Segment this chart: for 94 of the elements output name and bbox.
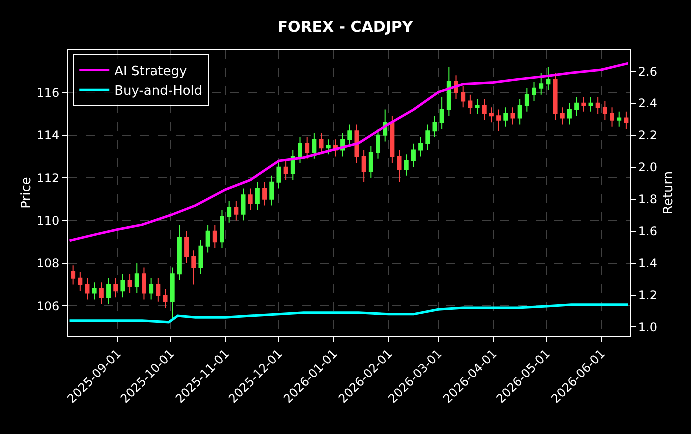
candlestick bbox=[192, 250, 196, 286]
candlestick bbox=[532, 82, 536, 102]
candlestick bbox=[390, 116, 395, 164]
candlestick bbox=[489, 107, 494, 124]
candlestick bbox=[227, 201, 232, 224]
y-tick-label: 114 bbox=[36, 128, 60, 143]
candlestick bbox=[99, 282, 104, 304]
candlestick bbox=[411, 143, 416, 168]
candlestick bbox=[312, 132, 317, 160]
candlestick bbox=[461, 86, 466, 108]
candlestick bbox=[376, 128, 380, 160]
candlestick bbox=[298, 137, 302, 164]
candlestick bbox=[270, 175, 274, 206]
y2-tick-label: 2.4 bbox=[638, 96, 658, 111]
candlestick bbox=[276, 160, 282, 190]
candlestick bbox=[468, 94, 473, 115]
y2-tick-label: 1.4 bbox=[638, 256, 658, 270]
candlestick bbox=[284, 160, 288, 181]
candlestick bbox=[220, 210, 224, 249]
candlestick bbox=[212, 224, 218, 249]
candlestick bbox=[368, 146, 374, 179]
candlestick bbox=[553, 72, 558, 121]
y2-tick-label: 2.0 bbox=[638, 160, 658, 175]
candlestick bbox=[348, 124, 352, 147]
candlestick bbox=[518, 98, 522, 126]
candlestick bbox=[163, 288, 168, 309]
candlestick bbox=[510, 107, 516, 126]
y-axis-title: Price bbox=[20, 177, 35, 209]
candlestick bbox=[624, 111, 629, 130]
candlestick bbox=[114, 278, 118, 298]
candlestick bbox=[255, 182, 260, 211]
candlestick bbox=[432, 116, 438, 138]
y-tick-label: 112 bbox=[36, 171, 60, 186]
y2-tick-label: 2.6 bbox=[638, 64, 658, 79]
line-series bbox=[68, 304, 630, 324]
candlestick bbox=[610, 107, 615, 128]
candlestick bbox=[574, 96, 580, 117]
line-series bbox=[68, 62, 630, 242]
candlestick bbox=[560, 107, 565, 126]
candlestick bbox=[546, 66, 551, 92]
candlestick bbox=[262, 182, 268, 206]
candlestick bbox=[234, 201, 239, 222]
candlestick bbox=[149, 278, 154, 300]
y-tick-label: 110 bbox=[36, 214, 60, 228]
candlestick bbox=[326, 139, 331, 156]
candlestick bbox=[241, 188, 246, 222]
candlestick bbox=[78, 271, 83, 292]
candlestick bbox=[524, 88, 530, 112]
candlestick bbox=[177, 224, 182, 282]
y2-axis-title: Return bbox=[662, 171, 676, 215]
candlestick bbox=[248, 188, 253, 211]
candlestick bbox=[128, 274, 132, 294]
y2-tick-label: 2.2 bbox=[638, 128, 658, 143]
y-tick-label: 106 bbox=[36, 299, 60, 314]
candlestick bbox=[504, 107, 508, 128]
candlestick bbox=[496, 109, 502, 132]
y2-tick-label: 1.8 bbox=[638, 192, 658, 207]
candlestick bbox=[305, 137, 310, 160]
y2-tick-label: 1.0 bbox=[638, 320, 658, 334]
candlestick bbox=[418, 137, 424, 158]
y-tick-label: 116 bbox=[36, 86, 60, 100]
candlestick bbox=[156, 278, 161, 302]
candlestick bbox=[602, 100, 608, 121]
candlestick bbox=[71, 265, 76, 286]
candlestick bbox=[440, 96, 444, 130]
legend-label: AI Strategy bbox=[114, 64, 188, 80]
y-tick-label: 108 bbox=[36, 256, 60, 271]
candlestick bbox=[354, 124, 360, 164]
candlestick bbox=[539, 72, 544, 96]
y2-tick-label: 1.6 bbox=[638, 224, 658, 239]
candlestick bbox=[596, 96, 600, 115]
candlestick bbox=[362, 150, 366, 183]
candlestick bbox=[120, 274, 126, 298]
candlestick bbox=[198, 239, 204, 275]
candlestick bbox=[134, 262, 140, 294]
candlestick bbox=[92, 282, 97, 300]
candlestick bbox=[106, 278, 112, 304]
candlestick bbox=[404, 154, 409, 176]
candlestick bbox=[426, 124, 430, 151]
candlestick bbox=[206, 224, 210, 254]
candlestick bbox=[85, 278, 90, 300]
chart-title: FOREX - CADJPY bbox=[278, 18, 414, 36]
legend-label: Buy-and-Hold bbox=[114, 84, 203, 100]
candlestick bbox=[482, 98, 487, 121]
candlestick bbox=[617, 111, 622, 128]
candlestick bbox=[397, 150, 402, 183]
candlestick bbox=[567, 102, 572, 126]
candlestick bbox=[142, 267, 146, 300]
candlestick bbox=[184, 230, 190, 264]
candlestick bbox=[582, 96, 586, 112]
candlestick bbox=[475, 98, 480, 115]
candlestick bbox=[446, 66, 452, 117]
y2-tick-label: 1.2 bbox=[638, 288, 658, 302]
candlestick bbox=[588, 96, 594, 112]
